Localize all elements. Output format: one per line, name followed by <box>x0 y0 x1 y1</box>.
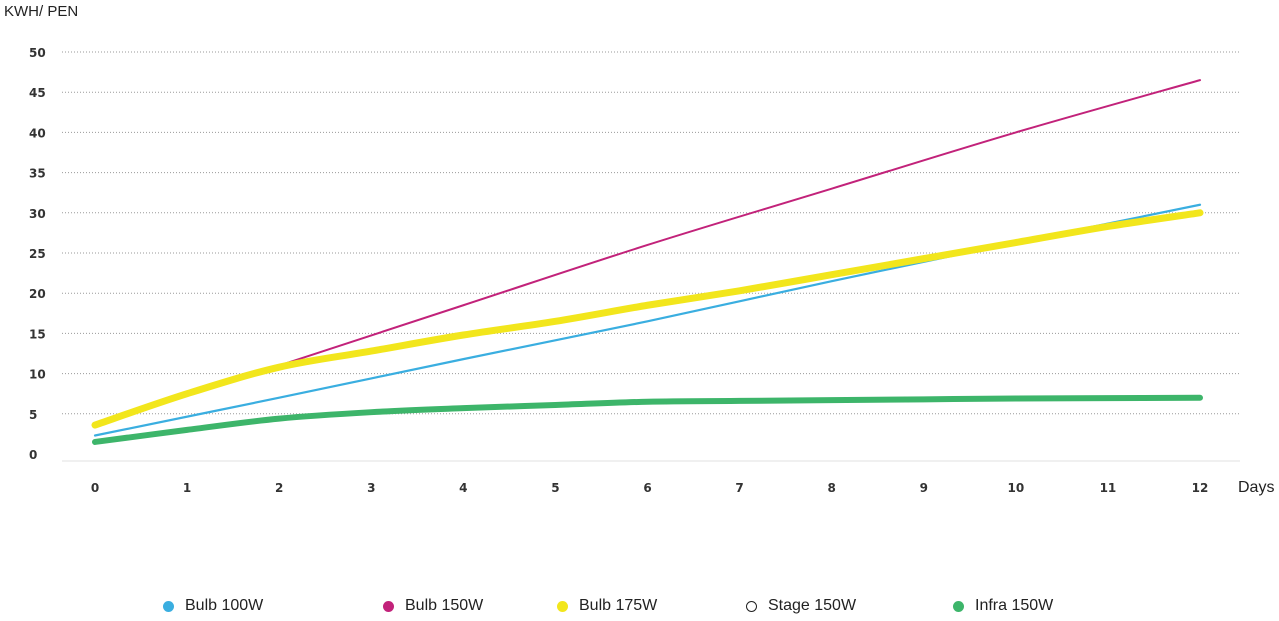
legend-marker <box>163 600 174 612</box>
legend-item-bulb-150w: Bulb 150W <box>383 597 483 615</box>
y-tick-label: 15 <box>29 327 46 341</box>
x-tick-label: 0 <box>91 481 99 495</box>
y-tick-label: 5 <box>29 408 37 422</box>
x-tick-label: 10 <box>1007 481 1024 495</box>
legend-marker <box>746 600 757 612</box>
x-tick-label: 7 <box>735 481 743 495</box>
y-axis-ticks: 0 5 10 15 20 25 30 35 40 45 50 <box>29 46 46 462</box>
legend-label: Bulb 175W <box>579 597 658 614</box>
y-tick-label: 35 <box>29 167 46 181</box>
legend-label: Bulb 150W <box>405 597 484 614</box>
y-tick-label: 50 <box>29 46 46 60</box>
y-axis-label: KWH/ PEN <box>4 3 78 20</box>
x-tick-label: 4 <box>459 481 467 495</box>
legend-label: Infra 150W <box>975 597 1054 614</box>
y-tick-label: 40 <box>29 126 46 140</box>
y-tick-label: 30 <box>29 207 46 221</box>
legend-label: Stage 150W <box>768 597 857 614</box>
x-tick-label: 12 <box>1192 481 1209 495</box>
x-tick-label: 8 <box>827 481 835 495</box>
legend-marker <box>383 600 394 612</box>
x-tick-label: 1 <box>183 481 191 495</box>
y-tick-label: 10 <box>29 368 46 382</box>
x-tick-label: 9 <box>920 481 928 495</box>
gridlines <box>62 51 1240 462</box>
x-tick-label: 11 <box>1100 481 1117 495</box>
x-axis-ticks: 0 1 2 3 4 5 6 7 8 9 10 11 12 <box>91 481 1209 495</box>
x-axis-label: Days <box>1238 479 1274 496</box>
y-tick-label: 45 <box>29 86 46 100</box>
y-tick-label: 20 <box>29 287 46 301</box>
series-line-infra-150w <box>92 394 1203 445</box>
legend-item-stage-150w: Stage 150W <box>746 597 856 615</box>
series-lines <box>91 79 1204 445</box>
legend-label: Bulb 100W <box>185 597 264 614</box>
x-tick-label: 6 <box>643 481 651 495</box>
legend-marker <box>953 600 964 612</box>
legend: Bulb 100W Bulb 150W Bulb 175W Stage 150W Inf… <box>0 597 1279 621</box>
legend-marker <box>557 600 568 612</box>
y-tick-label: 25 <box>29 247 46 261</box>
legend-item-bulb-175w: Bulb 175W <box>557 597 657 615</box>
legend-item-infra-150w: Infra 150W <box>953 597 1053 615</box>
legend-item-bulb-100w: Bulb 100W <box>163 597 263 615</box>
y-tick-label: 0 <box>29 448 37 462</box>
x-tick-label: 5 <box>551 481 559 495</box>
series-line-bulb-175w <box>91 209 1204 429</box>
x-tick-label: 3 <box>367 481 375 495</box>
x-tick-label: 2 <box>275 481 283 495</box>
